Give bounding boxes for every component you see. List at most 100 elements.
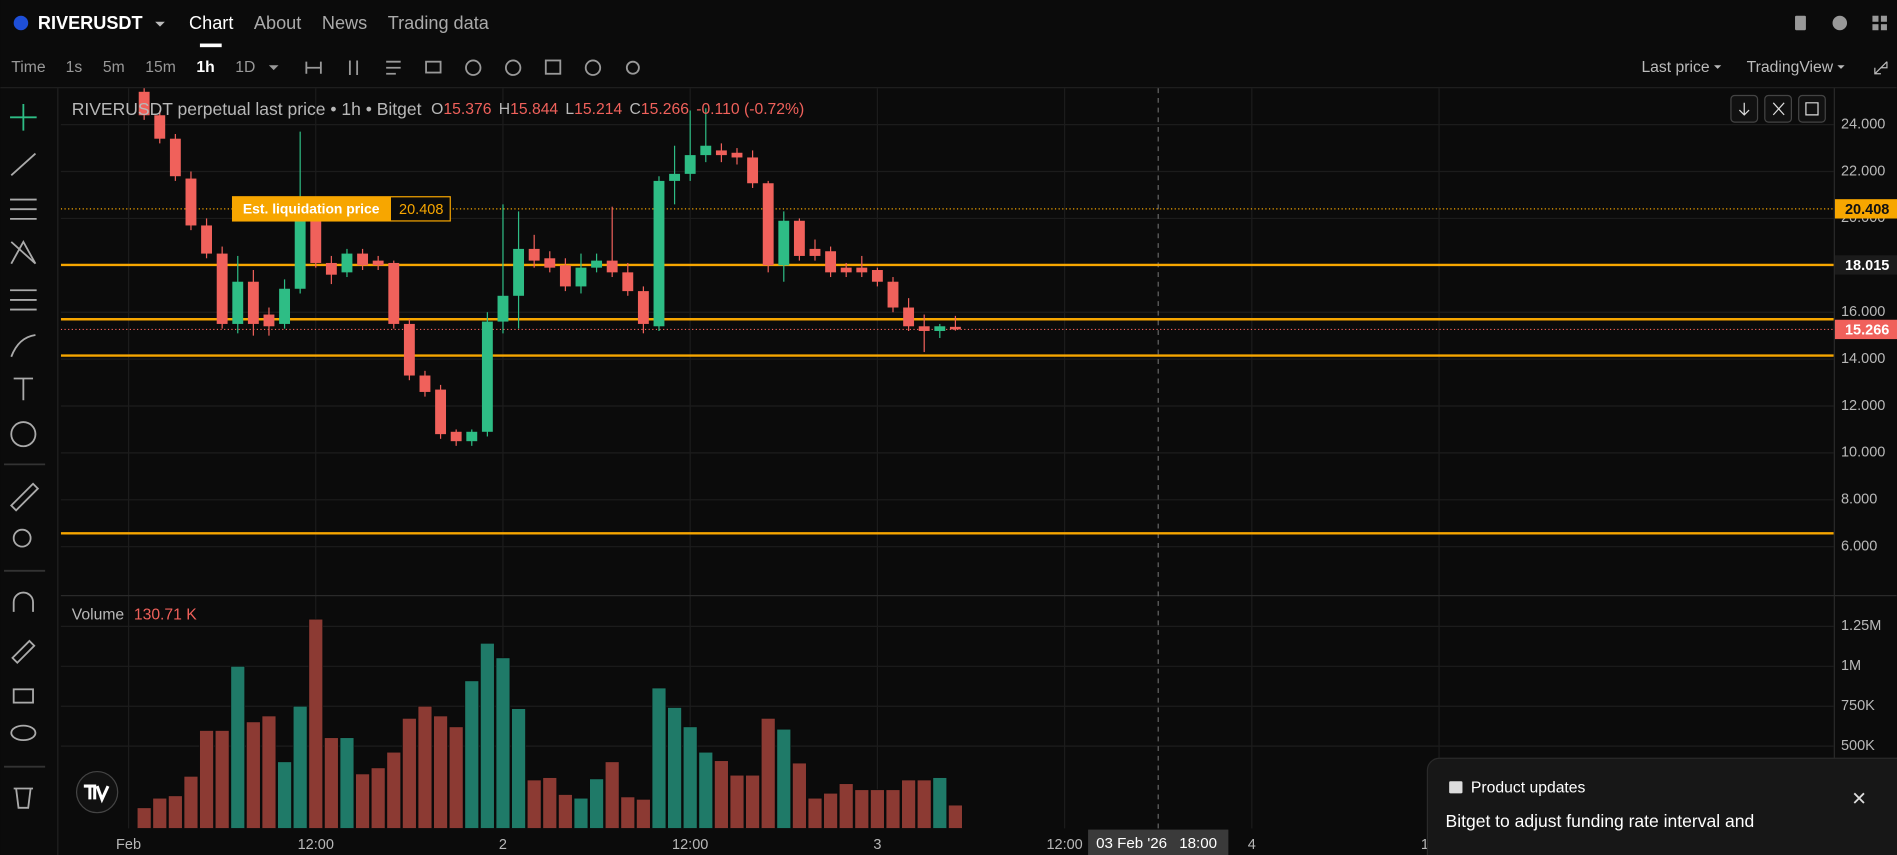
hide-tool[interactable] [10, 724, 37, 742]
interval[interactable]: 1s [66, 59, 83, 76]
candle-body [762, 183, 774, 266]
zoom-tool[interactable] [12, 528, 32, 548]
popup-close[interactable] [1853, 792, 1865, 804]
icon[interactable] [1872, 15, 1879, 22]
icon[interactable] [386, 60, 401, 75]
dropdown[interactable] [1837, 65, 1845, 69]
tab[interactable]: About [254, 13, 301, 33]
volume-bar [823, 792, 838, 829]
interval[interactable]: 1D [235, 59, 255, 76]
volume-tick-label: 750K [1841, 698, 1875, 714]
tab[interactable]: Chart [189, 13, 233, 33]
candles [138, 88, 961, 446]
candle-body [653, 180, 665, 327]
price-lines [60, 208, 1834, 535]
chart-style[interactable]: TradingView [1747, 59, 1834, 76]
chart-legend: RIVERUSDT perpetual last price • 1h • Bi… [72, 99, 805, 119]
button[interactable] [1798, 94, 1826, 123]
volume-bar [277, 761, 292, 829]
toolbar-icons [305, 59, 640, 76]
candle-body [497, 295, 509, 322]
tab[interactable]: Trading data [388, 13, 490, 33]
volume-bar [714, 760, 729, 829]
text-tool[interactable] [13, 377, 34, 401]
volume-bar [807, 797, 823, 829]
tab[interactable]: News [322, 13, 367, 33]
icon[interactable] [1880, 15, 1887, 22]
crosshair-date: 03 Feb '26 [1096, 835, 1167, 852]
interval-dropdown[interactable] [268, 65, 279, 71]
icon[interactable] [1832, 15, 1848, 31]
popup-title: Product updates [1471, 780, 1586, 797]
icon[interactable] [425, 60, 442, 74]
dropdown[interactable] [1714, 65, 1722, 69]
lock-tool[interactable] [12, 688, 34, 704]
volume-bar [339, 737, 355, 829]
volume-bar [152, 797, 168, 829]
price-type[interactable]: Last price [1641, 59, 1709, 76]
interval[interactable]: 5m [103, 59, 125, 76]
icon[interactable] [584, 59, 602, 76]
volume-bar [526, 779, 542, 829]
candle-body [435, 389, 447, 435]
icon[interactable] [1880, 24, 1887, 31]
price-label-bg [1834, 199, 1897, 219]
icon [1738, 102, 1819, 116]
candle-body [232, 281, 244, 324]
icon[interactable] [1795, 15, 1806, 31]
icon[interactable] [544, 59, 562, 75]
popup: Product updates Bitget to adjust funding… [1426, 757, 1897, 855]
time-label[interactable]: Time [11, 59, 46, 76]
ruler-tool[interactable] [9, 482, 40, 512]
icon[interactable] [504, 59, 522, 76]
interval[interactable]: 1h [196, 59, 214, 76]
candle-body [606, 260, 618, 273]
price-label: 15.266 [1845, 322, 1889, 338]
volume-bar [448, 726, 464, 829]
icon[interactable] [348, 60, 359, 75]
draw-lock-tool[interactable] [11, 639, 36, 664]
forecast-tool[interactable] [10, 289, 37, 311]
candle-body [154, 115, 166, 139]
magnet-tool[interactable] [12, 591, 34, 612]
legend-o-label: O [431, 101, 443, 118]
candle-body [903, 307, 915, 327]
interval[interactable]: 15m [145, 59, 176, 76]
volume-bar [916, 779, 932, 829]
fullscreen-icon[interactable] [1874, 61, 1888, 75]
intervals: 1s 5m 15m 1h 1D [66, 59, 256, 76]
volume-bar [589, 778, 604, 829]
candle-body [887, 281, 899, 308]
volume-bar [573, 797, 589, 829]
candle-body [731, 152, 743, 158]
candle-body [559, 265, 571, 287]
volume-bar [308, 618, 324, 829]
icon[interactable] [305, 61, 322, 74]
popup-box [1426, 757, 1897, 855]
delete-tool[interactable] [13, 787, 34, 809]
volume-bar [386, 751, 402, 829]
candle-body [747, 157, 759, 184]
tv-logo[interactable] [75, 770, 119, 814]
icon[interactable] [465, 59, 482, 76]
brush-tool[interactable] [10, 334, 36, 358]
crosshair-tool[interactable] [10, 104, 37, 131]
icon[interactable] [625, 60, 640, 75]
candle-body [793, 220, 805, 256]
symbol[interactable]: RIVERUSDT [38, 13, 143, 33]
icon[interactable] [1872, 24, 1879, 31]
popup-text[interactable]: Bitget to adjust funding rate interval a… [1446, 811, 1755, 831]
volume-bar [620, 796, 636, 829]
volume-bar [682, 726, 698, 829]
emoji-tool[interactable] [10, 421, 37, 448]
volume-bar [230, 665, 246, 829]
pattern-tool[interactable] [10, 239, 37, 265]
fib-tool[interactable] [10, 198, 37, 220]
symbol-dropdown[interactable] [155, 21, 165, 27]
tab-underline [199, 43, 222, 48]
line-tool[interactable] [10, 152, 37, 177]
crosshair-time: 18:00 [1179, 835, 1217, 852]
volume-bar [745, 774, 760, 829]
